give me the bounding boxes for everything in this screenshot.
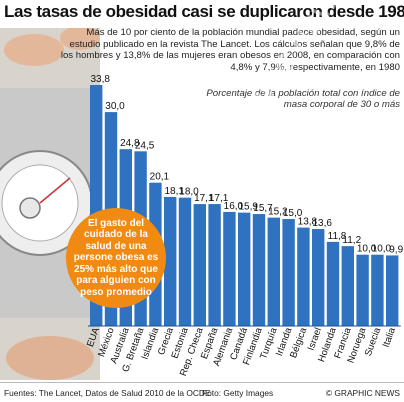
- intro-text: Más de 10 por ciento de la población mun…: [60, 27, 400, 73]
- bar-12: [267, 217, 280, 326]
- bar-value-label: 10,0: [372, 244, 392, 255]
- bar-value-label: 15,0: [283, 208, 303, 219]
- bar-13: [282, 219, 295, 326]
- category-label: Italia: [381, 326, 398, 349]
- bar-5: [164, 196, 177, 326]
- bar-16: [326, 241, 340, 326]
- bar-10: [238, 212, 251, 326]
- bar-value-label: 17,1: [194, 193, 214, 204]
- footer: Fuentes: The Lancet, Datos de Salud 2010…: [0, 382, 404, 402]
- footer-publisher: © GRAPHIC NEWS: [325, 388, 400, 398]
- bar-value-label: 16,0: [224, 201, 244, 212]
- bar-6: [178, 197, 192, 326]
- bar-value-label: 10,0: [357, 244, 377, 255]
- bar-value-label: 15,7: [253, 203, 273, 214]
- page-title: Las tasas de obesidad casi se duplicaron…: [4, 2, 404, 21]
- bar-11: [252, 214, 266, 326]
- bar-19: [371, 254, 384, 326]
- bar-value-label: 33,8: [90, 74, 110, 85]
- fact-bubble-text: El gasto del cuidado de la salud de una …: [73, 218, 159, 298]
- bar-value-label: 24,5: [135, 140, 155, 151]
- bar-14: [297, 227, 310, 326]
- bar-8: [208, 204, 221, 326]
- bar-value-label: 20,1: [150, 172, 170, 183]
- bar-value-label: 24,8: [120, 138, 140, 149]
- bar-17: [341, 246, 354, 326]
- bar-value-label: 15,2: [268, 207, 288, 218]
- bar-value-label: 11,8: [328, 231, 347, 242]
- foot-left: [4, 34, 64, 66]
- bar-9: [223, 211, 236, 326]
- bar-value-label: 9,9: [389, 244, 403, 255]
- bar-value-label: 17,1: [209, 193, 229, 204]
- foot-bottom: [6, 336, 94, 380]
- bar-value-label: 15,9: [238, 202, 258, 213]
- bar-7: [193, 204, 206, 326]
- foot-right: [60, 28, 100, 50]
- bar-20: [386, 255, 399, 326]
- bar-value-label: 18,1: [164, 186, 184, 197]
- bar-18: [356, 254, 369, 326]
- bar-value-label: 11,2: [342, 235, 361, 246]
- bar-value-label: 13,8: [298, 217, 318, 228]
- fact-bubble: El gasto del cuidado de la salud de una …: [66, 208, 166, 308]
- bar-15: [312, 229, 325, 326]
- bar-value-label: 30,0: [105, 101, 125, 112]
- footer-sources: Fuentes: The Lancet, Datos de Salud 2010…: [4, 388, 211, 398]
- bar-value-label: 18,0: [179, 187, 199, 198]
- bar-value-label: 13,6: [312, 218, 332, 229]
- chart-subtitle: Porcentaje de la población total con índ…: [206, 88, 400, 110]
- footer-photo-credit: Foto: Getty Images: [202, 388, 274, 398]
